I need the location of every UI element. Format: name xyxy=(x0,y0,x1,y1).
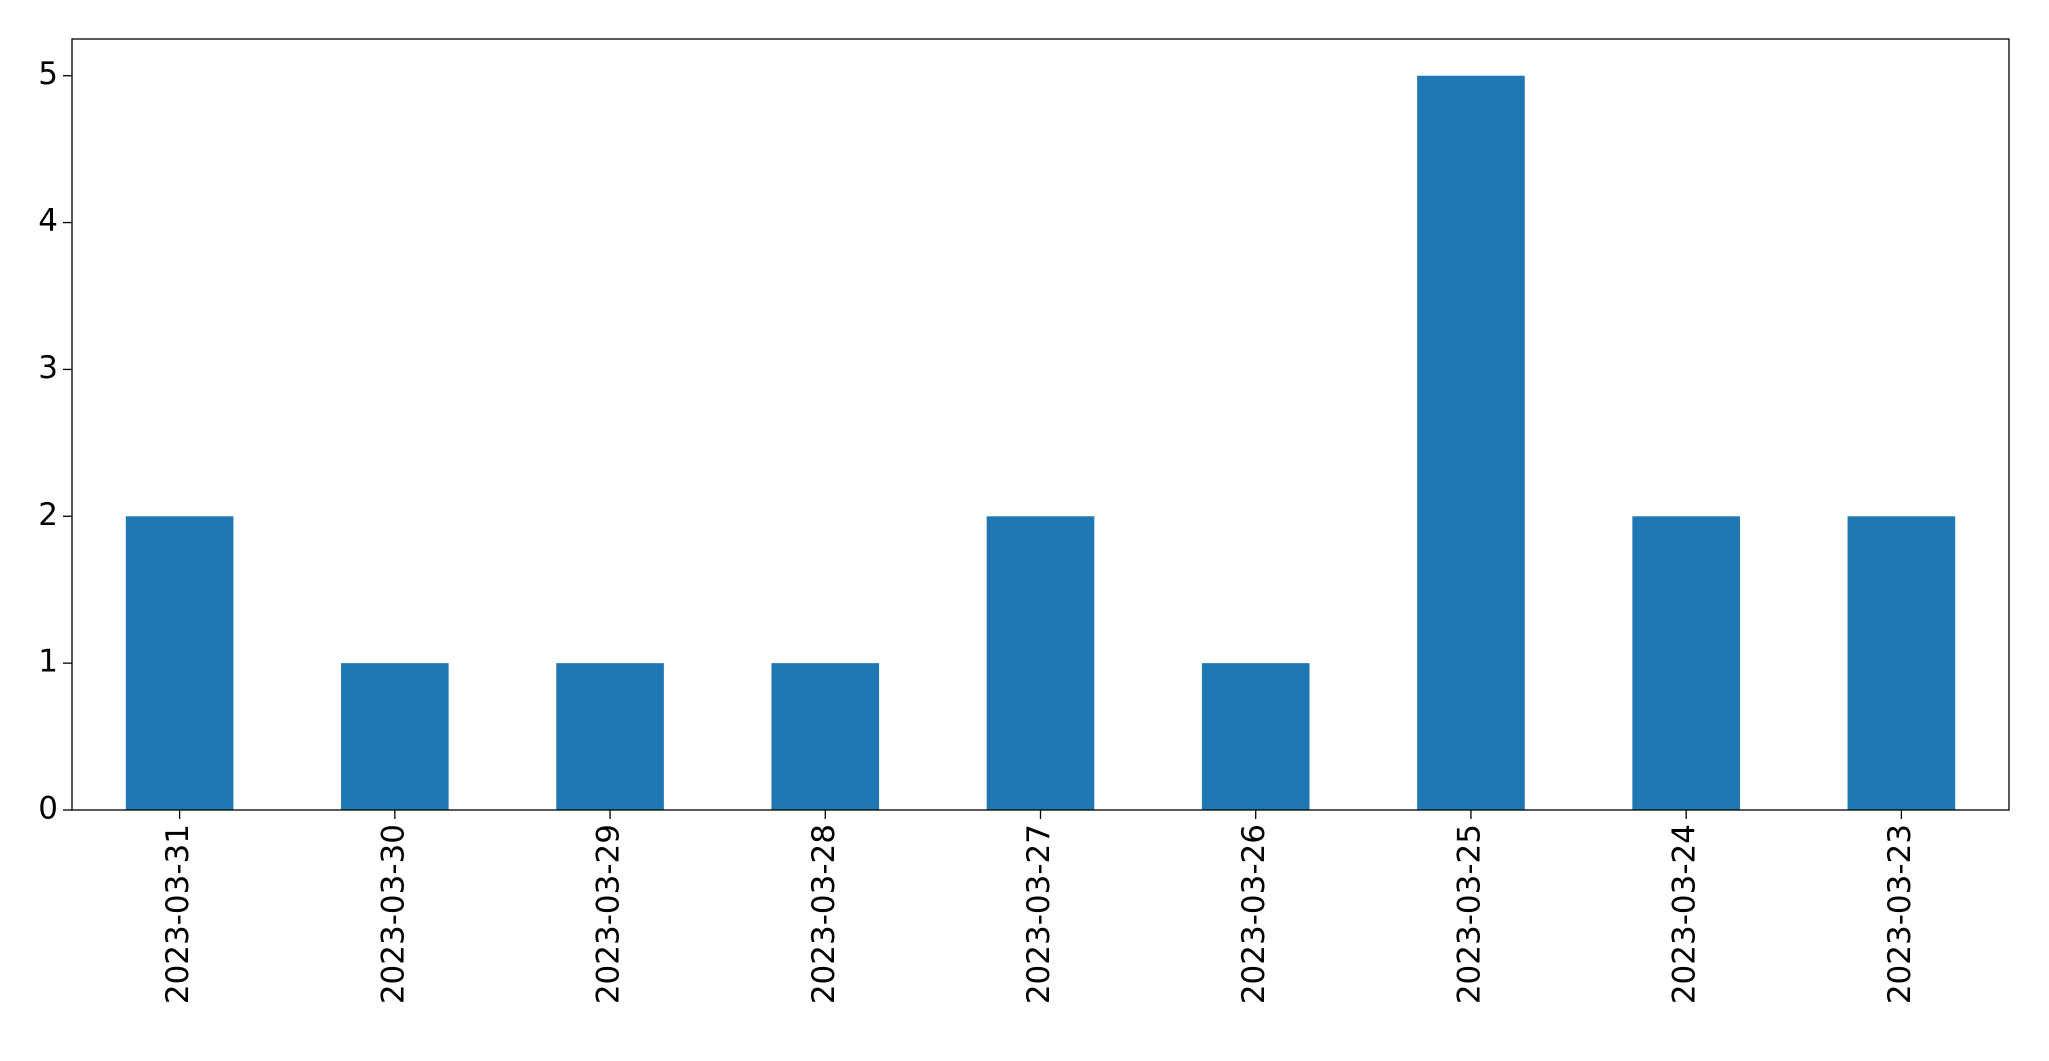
x-tick-label: 2023-03-25 xyxy=(1451,824,1487,1004)
x-tick-label: 2023-03-31 xyxy=(160,824,196,1004)
y-tick-label: 2 xyxy=(38,497,58,533)
x-tick-label: 2023-03-29 xyxy=(591,824,627,1004)
x-tick-label: 2023-03-26 xyxy=(1236,824,1272,1004)
bar xyxy=(1417,75,1525,810)
bar xyxy=(771,663,880,810)
y-tick-label: 5 xyxy=(38,56,58,92)
x-tick-label: 2023-03-30 xyxy=(375,824,411,1004)
bar xyxy=(125,516,234,810)
bar xyxy=(1847,516,1956,810)
y-tick-label: 3 xyxy=(38,350,58,386)
bar xyxy=(986,516,1095,810)
x-tick-label: 2023-03-24 xyxy=(1667,824,1703,1004)
x-tick-label: 2023-03-23 xyxy=(1882,824,1918,1004)
x-tick-label: 2023-03-28 xyxy=(806,824,842,1004)
x-tick-label: 2023-03-27 xyxy=(1021,824,1057,1004)
y-tick-label: 4 xyxy=(38,203,58,239)
y-tick-label: 0 xyxy=(38,791,58,827)
y-tick-label: 1 xyxy=(38,644,58,680)
bar xyxy=(341,663,449,810)
bar xyxy=(556,663,664,810)
bar xyxy=(1201,663,1310,810)
plot-frame xyxy=(71,38,2010,811)
bar xyxy=(1632,516,1740,810)
